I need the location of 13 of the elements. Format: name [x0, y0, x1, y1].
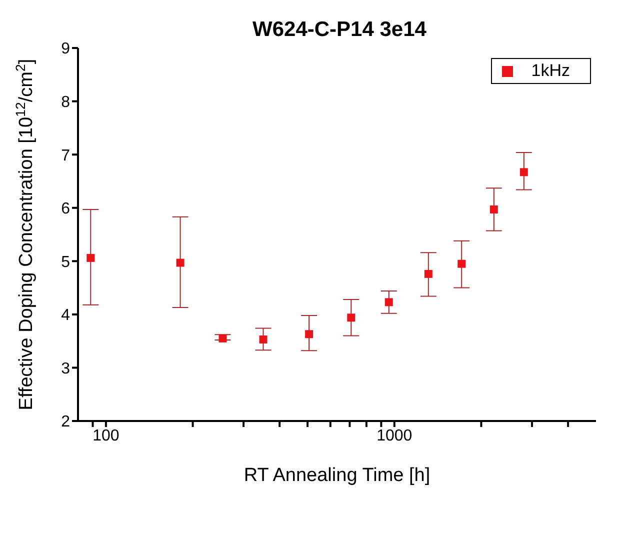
- x-tick-label: 100: [92, 427, 120, 444]
- y-tick-label: 5: [61, 254, 70, 271]
- y-tick-label: 6: [61, 200, 70, 218]
- y-tick-label: 2: [61, 414, 70, 431]
- y-tick-label: 3: [61, 360, 70, 378]
- x-axis-title: RT Annealing Time [h]: [244, 465, 430, 486]
- chart-title: W624-C-P14 3e14: [252, 18, 427, 41]
- y-tick-label: 8: [61, 94, 70, 111]
- legend-label: 1kHz: [531, 61, 570, 80]
- y-tick-label: 7: [61, 147, 70, 164]
- y-tick-label: 4: [61, 307, 70, 324]
- x-tick-label: 1000: [376, 427, 412, 444]
- y-tick-label: 9: [61, 40, 70, 58]
